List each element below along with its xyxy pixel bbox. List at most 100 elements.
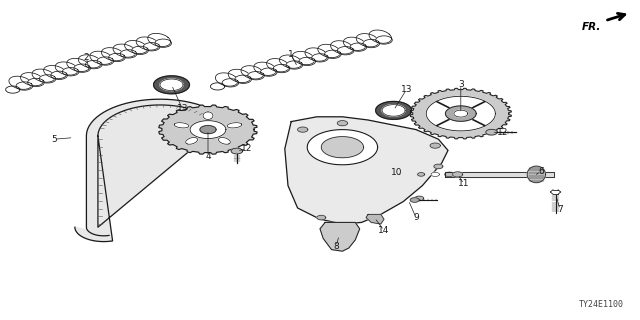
Polygon shape	[324, 50, 341, 59]
Polygon shape	[44, 66, 67, 79]
Polygon shape	[452, 172, 463, 177]
Text: 10: 10	[391, 168, 403, 177]
Text: 8: 8	[333, 242, 339, 251]
Polygon shape	[200, 125, 216, 134]
Polygon shape	[273, 64, 290, 73]
Polygon shape	[222, 79, 239, 87]
Text: 3: 3	[458, 80, 463, 89]
Text: 14: 14	[378, 226, 390, 235]
Text: TY24E1100: TY24E1100	[579, 300, 624, 309]
Polygon shape	[159, 105, 257, 154]
Polygon shape	[445, 106, 476, 121]
Polygon shape	[174, 123, 189, 128]
Polygon shape	[298, 127, 308, 132]
Text: 5: 5	[52, 135, 57, 144]
Polygon shape	[55, 62, 78, 75]
Polygon shape	[445, 172, 554, 177]
Text: 1: 1	[289, 50, 294, 59]
Polygon shape	[286, 61, 303, 69]
Polygon shape	[285, 117, 448, 224]
Polygon shape	[97, 57, 114, 65]
Polygon shape	[186, 138, 198, 144]
Polygon shape	[154, 76, 189, 94]
Polygon shape	[235, 75, 252, 84]
Polygon shape	[292, 52, 315, 65]
Polygon shape	[410, 198, 419, 202]
Polygon shape	[307, 130, 378, 165]
Polygon shape	[132, 46, 148, 54]
Polygon shape	[363, 39, 380, 48]
Polygon shape	[356, 34, 379, 47]
Polygon shape	[190, 121, 226, 139]
Polygon shape	[120, 50, 137, 58]
Polygon shape	[51, 71, 67, 79]
Polygon shape	[445, 172, 454, 177]
Polygon shape	[32, 69, 55, 82]
Polygon shape	[312, 54, 328, 62]
Polygon shape	[203, 112, 213, 119]
Text: FR.: FR.	[582, 22, 602, 32]
Text: 7: 7	[557, 205, 563, 214]
Polygon shape	[211, 83, 225, 90]
Polygon shape	[426, 96, 495, 131]
Polygon shape	[218, 138, 230, 144]
Polygon shape	[6, 86, 20, 93]
Polygon shape	[78, 55, 101, 68]
Text: 12: 12	[241, 144, 252, 153]
Polygon shape	[9, 76, 32, 89]
Polygon shape	[109, 53, 125, 62]
Polygon shape	[331, 41, 353, 54]
Polygon shape	[434, 164, 443, 169]
Polygon shape	[75, 99, 230, 242]
Polygon shape	[337, 46, 354, 55]
Polygon shape	[227, 123, 242, 128]
Polygon shape	[86, 60, 102, 69]
Polygon shape	[369, 30, 392, 43]
Polygon shape	[299, 57, 316, 66]
Polygon shape	[228, 69, 251, 83]
Polygon shape	[260, 68, 277, 76]
Polygon shape	[431, 172, 440, 176]
Polygon shape	[39, 75, 56, 83]
Polygon shape	[16, 82, 33, 90]
Polygon shape	[344, 37, 366, 51]
Polygon shape	[418, 173, 425, 176]
Text: 2: 2	[84, 53, 89, 62]
Polygon shape	[248, 72, 264, 80]
Polygon shape	[136, 37, 159, 50]
Polygon shape	[113, 44, 136, 57]
Polygon shape	[430, 143, 440, 148]
Polygon shape	[317, 215, 326, 220]
Polygon shape	[216, 73, 238, 86]
Polygon shape	[160, 79, 183, 91]
Polygon shape	[376, 36, 392, 44]
Polygon shape	[350, 43, 367, 51]
Text: 11: 11	[458, 180, 470, 188]
Polygon shape	[305, 48, 328, 61]
Polygon shape	[148, 33, 171, 46]
Text: 13: 13	[401, 85, 412, 94]
Polygon shape	[20, 73, 44, 86]
Polygon shape	[155, 39, 172, 47]
Text: 9: 9	[413, 213, 419, 222]
Polygon shape	[527, 166, 545, 183]
Polygon shape	[62, 68, 79, 76]
Polygon shape	[366, 214, 384, 224]
Polygon shape	[321, 137, 364, 158]
Polygon shape	[102, 48, 124, 61]
Polygon shape	[267, 59, 289, 72]
Text: 4: 4	[205, 152, 211, 161]
Polygon shape	[410, 88, 511, 139]
Polygon shape	[241, 66, 264, 79]
Polygon shape	[318, 44, 340, 58]
Polygon shape	[486, 129, 497, 135]
Polygon shape	[415, 196, 424, 201]
Polygon shape	[231, 148, 243, 154]
Polygon shape	[67, 58, 90, 71]
Polygon shape	[143, 43, 160, 51]
Text: 12: 12	[497, 128, 508, 137]
Polygon shape	[254, 62, 276, 76]
Text: 13: 13	[177, 104, 188, 113]
Polygon shape	[90, 51, 113, 64]
Polygon shape	[382, 105, 405, 116]
